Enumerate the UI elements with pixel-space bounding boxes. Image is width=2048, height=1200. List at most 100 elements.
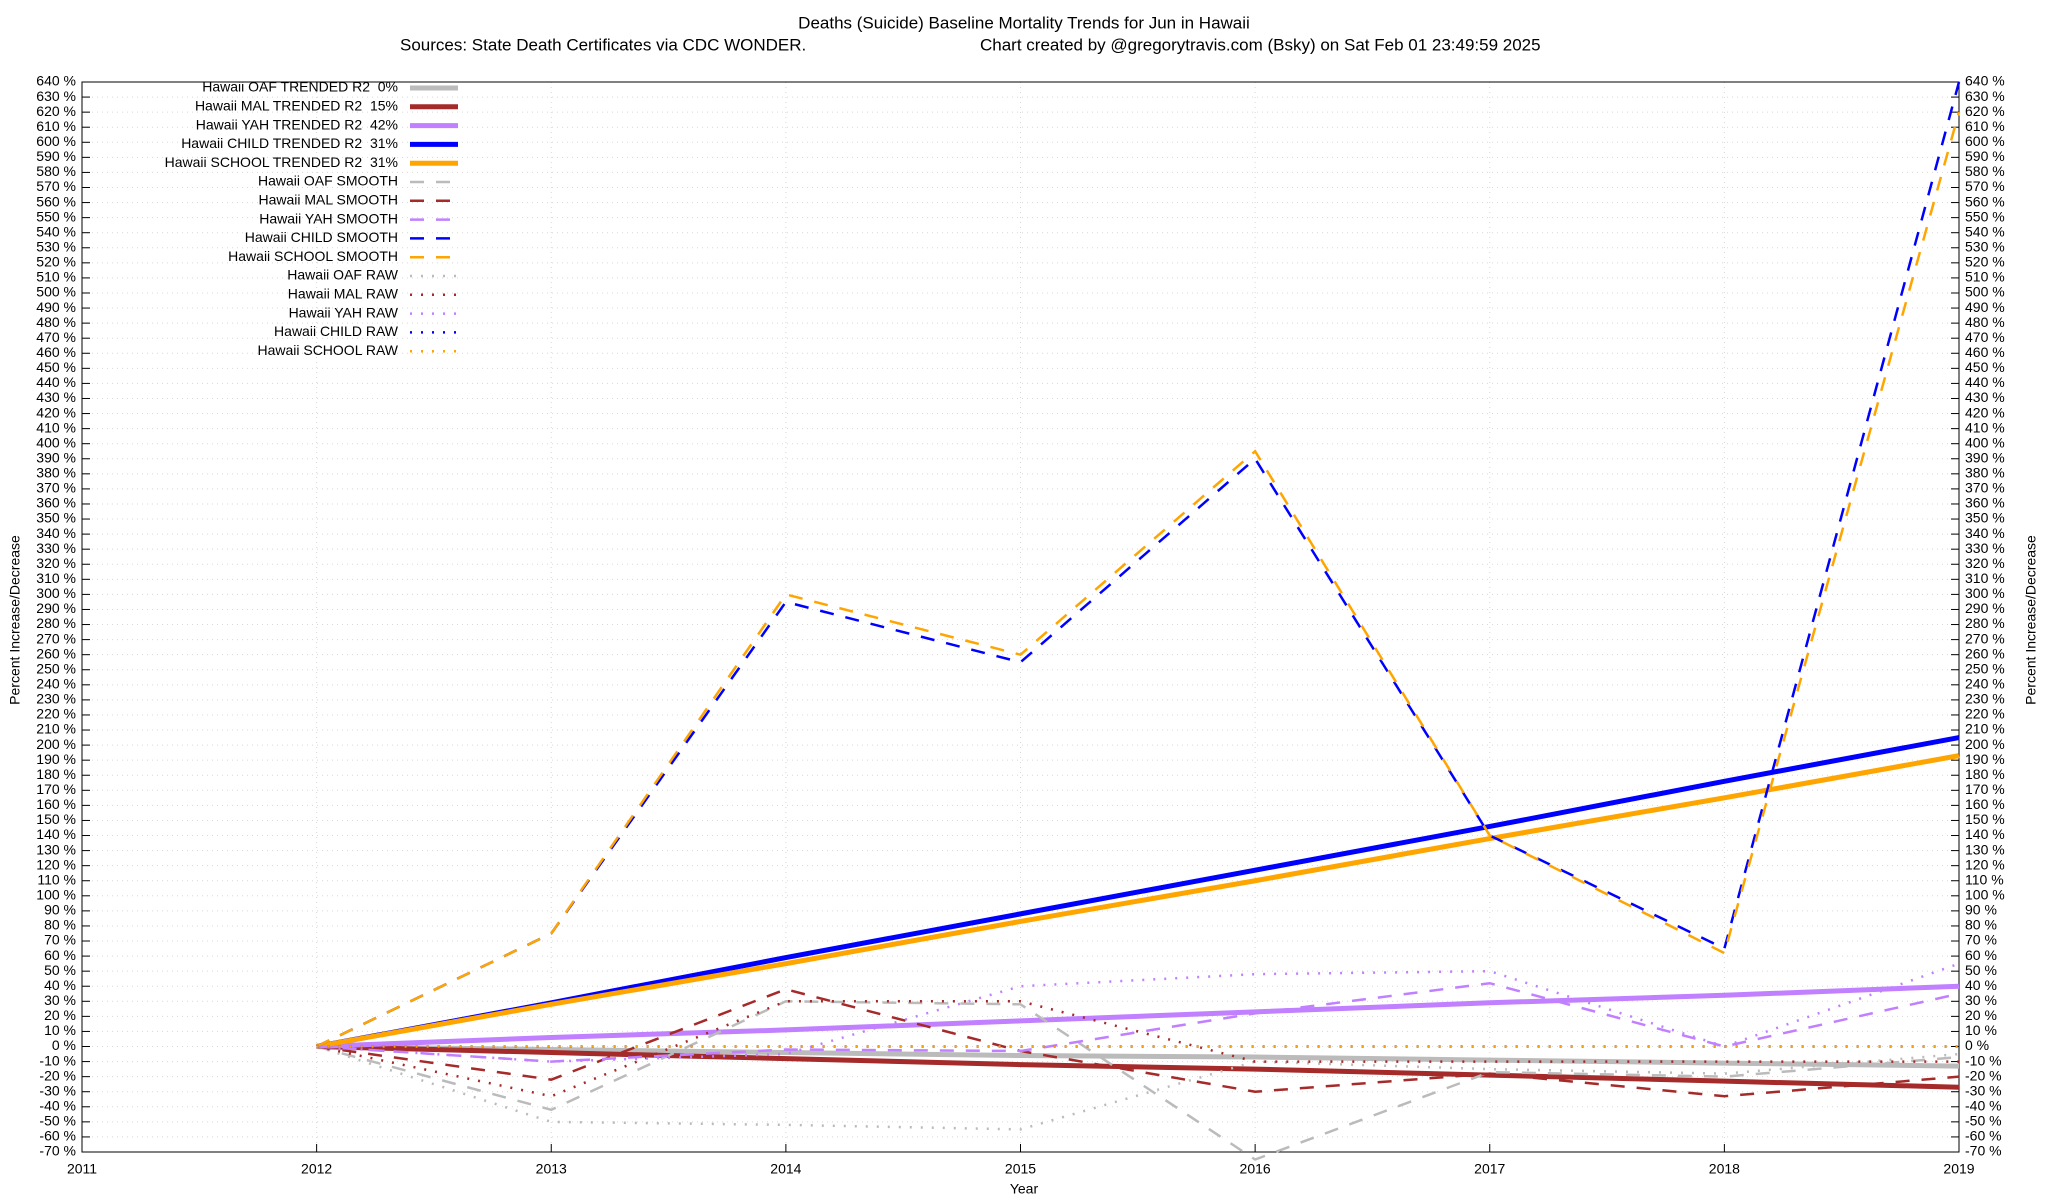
y-tick-label: 540 %: [36, 223, 76, 239]
y2-tick-label: 220 %: [1965, 706, 2005, 722]
y-tick-label: 390 %: [36, 449, 76, 465]
y2-tick-label: 280 %: [1965, 615, 2005, 631]
y-tick-label: 30 %: [44, 992, 76, 1008]
y2-tick-label: 170 %: [1965, 781, 2005, 797]
y-tick-label: 120 %: [36, 856, 76, 872]
y-tick-label: -30 %: [39, 1082, 76, 1098]
y-tick-label: 610 %: [36, 118, 76, 134]
y2-tick-label: 200 %: [1965, 736, 2005, 752]
y2-tick-label: 190 %: [1965, 751, 2005, 767]
y2-tick-label: 370 %: [1965, 480, 2005, 496]
y-tick-label: -50 %: [39, 1113, 76, 1129]
x-tick-label: 2016: [1240, 1161, 1271, 1177]
y2-tick-label: 90 %: [1965, 902, 1997, 918]
y2-tick-label: 310 %: [1965, 570, 2005, 586]
y2-tick-label: 640 %: [1965, 73, 2005, 89]
y2-tick-label: 290 %: [1965, 600, 2005, 616]
legend-label: Hawaii CHILD RAW: [274, 323, 399, 339]
y2-tick-label: 490 %: [1965, 299, 2005, 315]
legend-label: Hawaii CHILD TRENDED R2 31%: [181, 135, 398, 151]
y-tick-label: 20 %: [44, 1007, 76, 1023]
y-tick-label: 590 %: [36, 148, 76, 164]
y-tick-label: 470 %: [36, 329, 76, 345]
y2-tick-label: 540 %: [1965, 223, 2005, 239]
y-tick-label: 450 %: [36, 359, 76, 375]
legend-label: Hawaii YAH TRENDED R2 42%: [196, 116, 398, 132]
y-axis-label: Percent Increase/Decrease: [7, 535, 23, 705]
legend-label: Hawaii YAH SMOOTH: [259, 210, 398, 226]
y2-tick-label: 150 %: [1965, 811, 2005, 827]
chart-credit: Chart created by @gregorytravis.com (Bsk…: [980, 35, 1541, 54]
y-tick-label: 270 %: [36, 630, 76, 646]
y-tick-label: 90 %: [44, 902, 76, 918]
x-tick-label: 2017: [1474, 1161, 1505, 1177]
y2-axis-label: Percent Increase/Decrease: [2023, 535, 2039, 705]
y-tick-label: -20 %: [39, 1067, 76, 1083]
y-tick-label: 380 %: [36, 465, 76, 481]
y2-tick-label: 120 %: [1965, 856, 2005, 872]
legend-label: Hawaii OAF TRENDED R2 0%: [202, 79, 398, 95]
y-tick-label: 530 %: [36, 238, 76, 254]
y2-tick-label: 250 %: [1965, 660, 2005, 676]
legend-label: Hawaii MAL SMOOTH: [258, 192, 398, 208]
y2-tick-label: 210 %: [1965, 721, 2005, 737]
y2-tick-label: 180 %: [1965, 766, 2005, 782]
y2-tick-label: 410 %: [1965, 419, 2005, 435]
y-tick-label: 350 %: [36, 510, 76, 526]
y-tick-label: 110 %: [37, 871, 76, 887]
legend-label: Hawaii MAL TRENDED R2 15%: [195, 98, 398, 114]
chart-title: Deaths (Suicide) Baseline Mortality Tren…: [798, 13, 1250, 32]
y-tick-label: 580 %: [36, 163, 76, 179]
y2-tick-label: 580 %: [1965, 163, 2005, 179]
y2-tick-label: 440 %: [1965, 374, 2005, 390]
y-tick-label: 440 %: [36, 374, 76, 390]
y2-tick-label: 300 %: [1965, 585, 2005, 601]
y2-tick-label: -40 %: [1965, 1097, 2002, 1113]
y-tick-label: 220 %: [36, 706, 76, 722]
y-tick-label: 410 %: [36, 419, 76, 435]
y2-tick-label: 420 %: [1965, 404, 2005, 420]
y2-tick-label: 230 %: [1965, 691, 2005, 707]
plot-frame: [81, 81, 1960, 1153]
y-tick-label: 640 %: [36, 73, 76, 89]
y2-tick-label: 70 %: [1965, 932, 1997, 948]
y2-tick-label: 480 %: [1965, 314, 2005, 330]
y2-tick-label: 100 %: [1965, 887, 2005, 903]
legend-label: Hawaii SCHOOL SMOOTH: [228, 248, 398, 264]
y2-tick-label: -30 %: [1965, 1082, 2002, 1098]
y2-tick-label: 40 %: [1965, 977, 1997, 993]
y-tick-label: -40 %: [39, 1097, 76, 1113]
series-line: [316, 81, 1961, 1048]
y2-tick-label: 530 %: [1965, 238, 2005, 254]
y2-tick-label: 570 %: [1965, 178, 2005, 194]
y-tick-label: 140 %: [36, 826, 76, 842]
y2-tick-label: 510 %: [1965, 269, 2005, 285]
x-tick-label: 2014: [770, 1161, 801, 1177]
y2-tick-label: -70 %: [1965, 1143, 2002, 1159]
y2-tick-label: 260 %: [1965, 645, 2005, 661]
y2-tick-label: 610 %: [1965, 118, 2005, 134]
y-tick-label: 240 %: [36, 676, 76, 692]
x-tick-label: 2018: [1709, 1161, 1740, 1177]
y-tick-label: 300 %: [36, 585, 76, 601]
y2-tick-label: -60 %: [1965, 1128, 2002, 1144]
y-tick-label: 520 %: [36, 254, 76, 270]
y2-tick-label: 430 %: [1965, 389, 2005, 405]
y2-tick-label: 600 %: [1965, 133, 2005, 149]
y-tick-label: 10 %: [44, 1022, 76, 1038]
y2-tick-label: 380 %: [1965, 465, 2005, 481]
y-tick-label: 430 %: [36, 389, 76, 405]
y2-tick-label: 270 %: [1965, 630, 2005, 646]
y-tick-label: 360 %: [36, 495, 76, 511]
y-tick-label: 290 %: [36, 600, 76, 616]
y-tick-label: 70 %: [44, 932, 76, 948]
legend-label: Hawaii YAH RAW: [289, 304, 399, 320]
y-tick-label: 620 %: [36, 103, 76, 119]
y2-tick-label: 0 %: [1965, 1037, 1989, 1053]
y-tick-label: 170 %: [36, 781, 76, 797]
y-tick-label: 260 %: [36, 645, 76, 661]
y-tick-label: 490 %: [36, 299, 76, 315]
y-tick-label: 420 %: [36, 404, 76, 420]
y2-tick-label: 450 %: [1965, 359, 2005, 375]
